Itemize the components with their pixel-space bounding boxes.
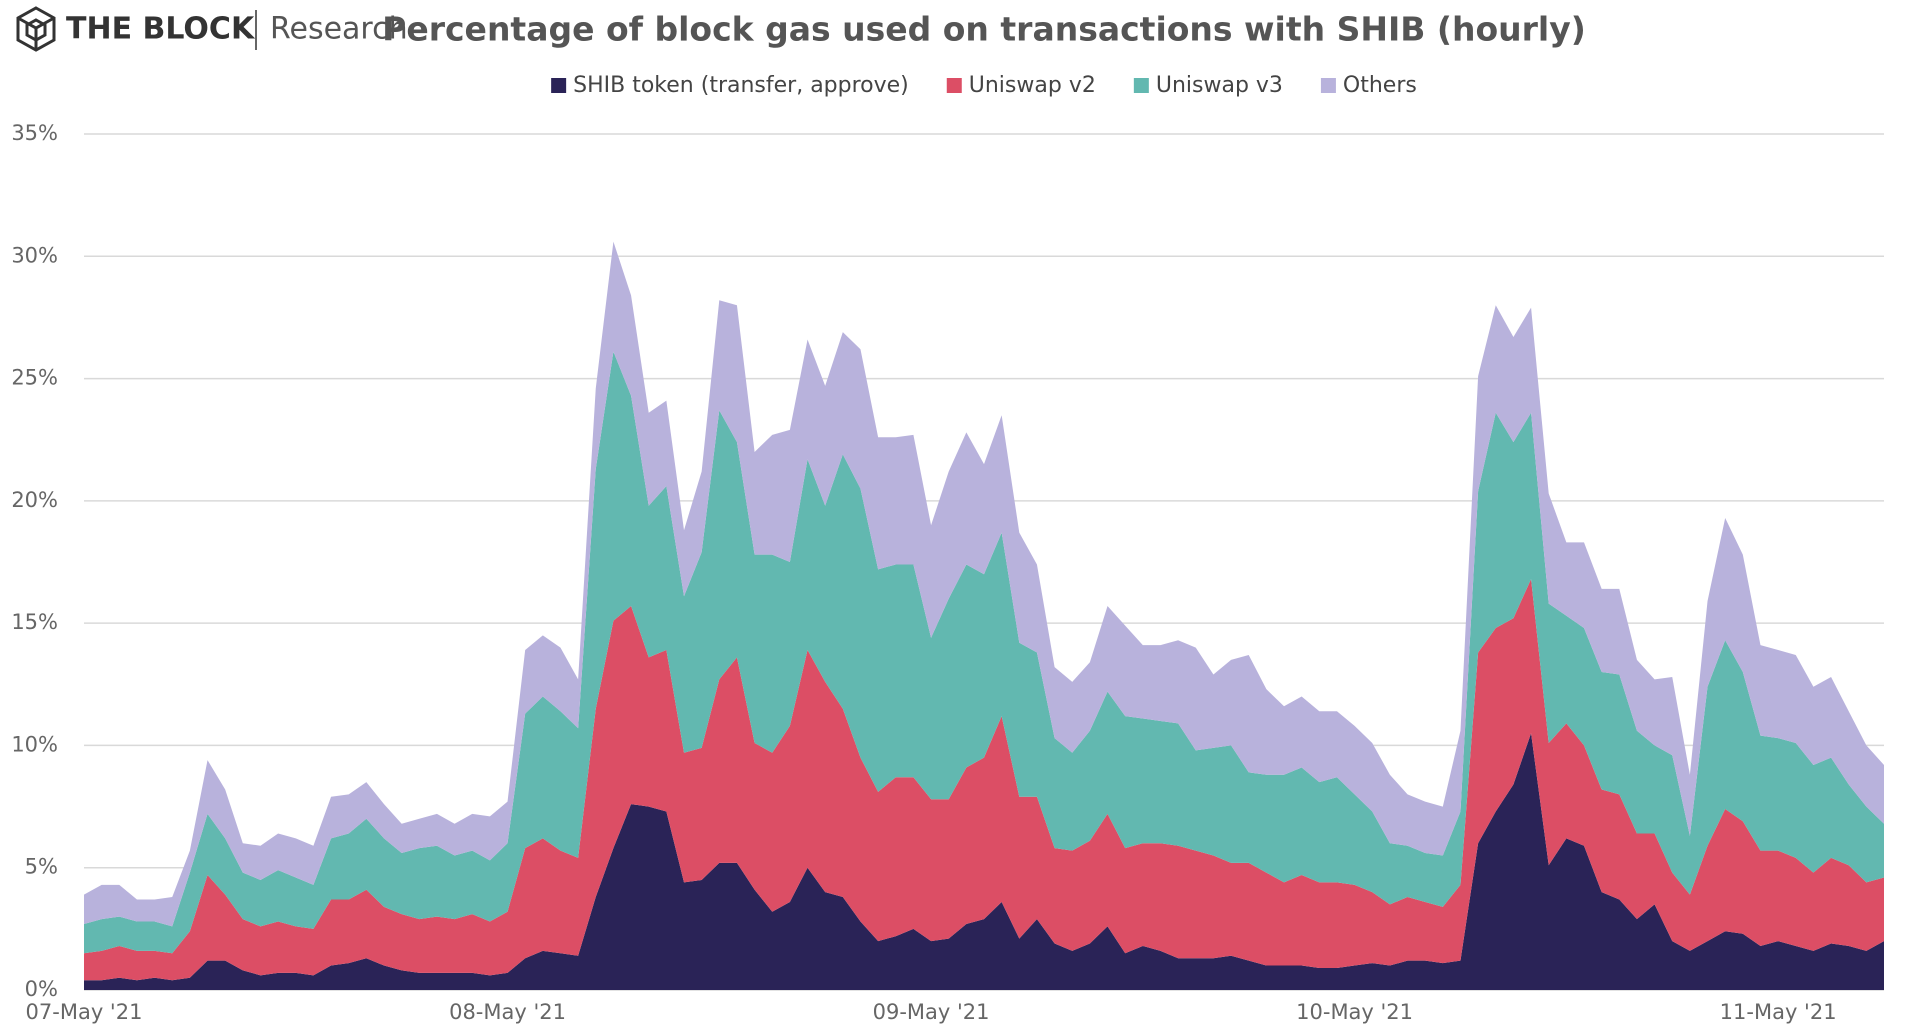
legend-swatch (551, 78, 567, 93)
area (84, 351, 1884, 954)
legend: SHIB token (transfer, approve) Uniswap v2… (551, 73, 1417, 98)
chart-title: Percentage of block gas used on transact… (382, 10, 1586, 49)
x-tick-label: 07-May '21 (26, 1000, 143, 1024)
y-tick-label: 15% (11, 610, 58, 634)
brand-sub: Research (270, 12, 408, 47)
legend-swatch (1133, 78, 1149, 93)
logo (16, 6, 56, 52)
x-tick-label: 08-May '21 (449, 1000, 566, 1024)
x-tick-label: 09-May '21 (873, 1000, 990, 1024)
y-tick-label: 20% (11, 488, 58, 512)
area (84, 733, 1884, 990)
area (84, 241, 1884, 927)
area (84, 579, 1884, 981)
legend-label: Others (1343, 73, 1417, 98)
legend-swatch (1320, 78, 1336, 93)
legend-label: Uniswap v3 (1156, 73, 1283, 98)
y-tick-label: 30% (11, 243, 58, 267)
x-tick-label: 11-May '21 (1720, 1000, 1837, 1024)
y-tick-label: 0% (25, 977, 58, 1001)
legend-label: SHIB token (transfer, approve) (573, 73, 909, 98)
brand: THE BLOCK (66, 12, 256, 47)
legend-swatch (946, 78, 962, 93)
y-tick-label: 10% (11, 732, 58, 756)
legend-label: Uniswap v2 (969, 73, 1096, 98)
y-tick-label: 5% (25, 855, 58, 879)
y-tick-label: 35% (11, 121, 58, 145)
x-tick-label: 10-May '21 (1296, 1000, 1413, 1024)
y-tick-label: 25% (11, 366, 58, 390)
